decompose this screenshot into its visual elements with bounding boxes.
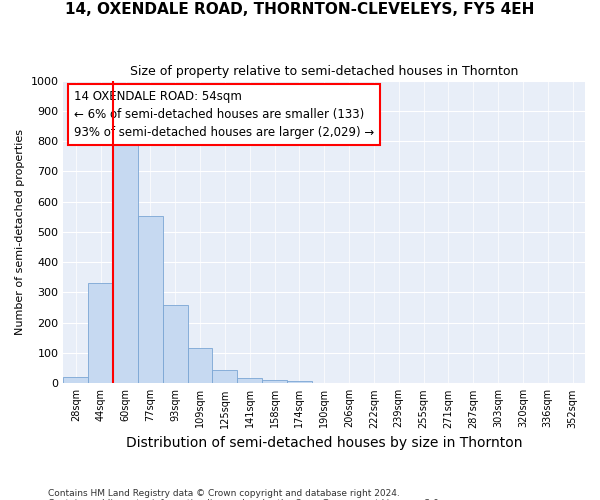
Text: 14 OXENDALE ROAD: 54sqm
← 6% of semi-detached houses are smaller (133)
93% of se: 14 OXENDALE ROAD: 54sqm ← 6% of semi-det… xyxy=(74,90,374,138)
Bar xyxy=(113,134,138,384)
Bar xyxy=(138,216,163,384)
Y-axis label: Number of semi-detached properties: Number of semi-detached properties xyxy=(15,129,25,335)
Title: Size of property relative to semi-detached houses in Thornton: Size of property relative to semi-detach… xyxy=(130,65,518,78)
Bar xyxy=(163,305,188,384)
Text: 14, OXENDALE ROAD, THORNTON-CLEVELEYS, FY5 4EH: 14, OXENDALE ROAD, THORNTON-CLEVELEYS, F… xyxy=(65,2,535,18)
Bar xyxy=(237,378,262,384)
X-axis label: Distribution of semi-detached houses by size in Thornton: Distribution of semi-detached houses by … xyxy=(126,436,523,450)
Bar xyxy=(287,380,312,384)
Bar xyxy=(262,380,287,384)
Bar xyxy=(64,376,88,384)
Text: Contains HM Land Registry data © Crown copyright and database right 2024.: Contains HM Land Registry data © Crown c… xyxy=(48,488,400,498)
Text: Contains public sector information licensed under the Open Government Licence v3: Contains public sector information licen… xyxy=(48,498,442,500)
Bar xyxy=(212,370,237,384)
Bar xyxy=(88,283,113,384)
Bar xyxy=(188,348,212,384)
